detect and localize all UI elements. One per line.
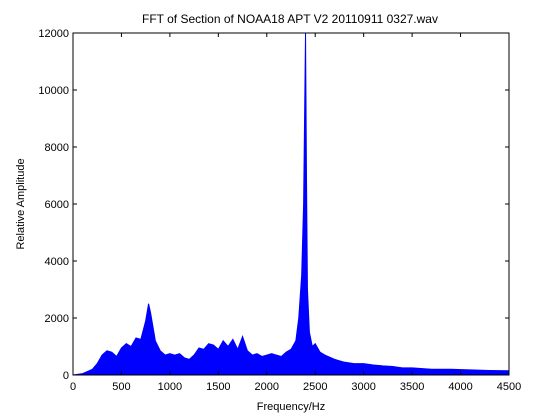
y-axis-ticks: 0 2000 4000 6000 8000 10000 12000 xyxy=(38,28,509,382)
x-tick-label: 3500 xyxy=(400,381,424,393)
x-tick-label: 500 xyxy=(112,381,130,393)
y-tick-label: 6000 xyxy=(45,199,69,211)
chart-title: FFT of Section of NOAA18 APT V2 20110911… xyxy=(142,12,438,26)
x-tick-label: 1500 xyxy=(206,381,230,393)
y-tick-label: 8000 xyxy=(45,142,69,154)
x-tick-label: 0 xyxy=(70,381,76,393)
x-tick-label: 1000 xyxy=(158,381,182,393)
x-tick-label: 3000 xyxy=(351,381,375,393)
x-tick-label: 4000 xyxy=(448,381,472,393)
y-tick-label: 0 xyxy=(63,370,69,382)
y-axis-label: Relative Amplitude xyxy=(15,158,27,249)
y-tick-label: 12000 xyxy=(38,28,69,40)
x-axis-ticks: 0 500 1000 1500 2000 2500 3000 3500 4000 4500 xyxy=(70,33,521,393)
spectrum-line-0 xyxy=(72,32,510,376)
y-tick-label: 4000 xyxy=(45,256,69,268)
x-axis-label: Frequency/Hz xyxy=(257,401,325,413)
y-tick-label: 2000 xyxy=(45,313,69,325)
x-tick-label: 4500 xyxy=(497,381,521,393)
y-tick-label: 10000 xyxy=(38,85,69,97)
data-layer xyxy=(72,32,510,376)
x-tick-label: 2500 xyxy=(303,381,327,393)
x-tick-label: 2000 xyxy=(255,381,279,393)
